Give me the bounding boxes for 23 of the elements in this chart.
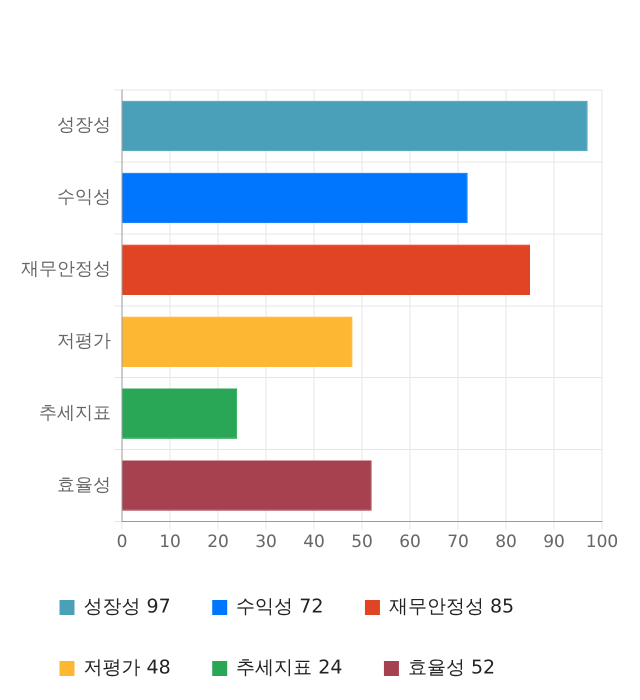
y-tick-label: 성장성 [57,114,111,136]
x-tick-label: 10 [159,532,181,552]
legend-label: 추세지표 24 [236,656,342,678]
y-tick-label: 수익성 [57,186,111,208]
legend-label: 재무안정성 85 [388,595,514,618]
x-tick-label: 70 [447,532,469,552]
y-tick-label: 재무안정성 [21,258,111,280]
x-tick-label: 0 [116,532,128,552]
x-tick-label: 20 [207,532,229,552]
x-tick-label: 40 [303,532,325,552]
legend-label: 효율성 52 [408,656,496,678]
x-tick-label: 90 [543,532,565,552]
x-tick-label: 50 [351,532,373,552]
legend-label: 수익성 72 [236,595,324,618]
y-tick-label: 추세지표 [39,402,111,424]
y-tick-label: 저평가 [57,330,111,352]
y-tick-label: 효율성 [57,474,111,496]
x-tick-label: 30 [255,532,277,552]
x-tick-label: 80 [495,532,517,552]
legend-label: 저평가 48 [84,656,171,678]
x-tick-label: 100 [586,532,618,552]
x-tick-label: 60 [399,532,421,552]
legend-label: 성장성 97 [84,595,171,618]
